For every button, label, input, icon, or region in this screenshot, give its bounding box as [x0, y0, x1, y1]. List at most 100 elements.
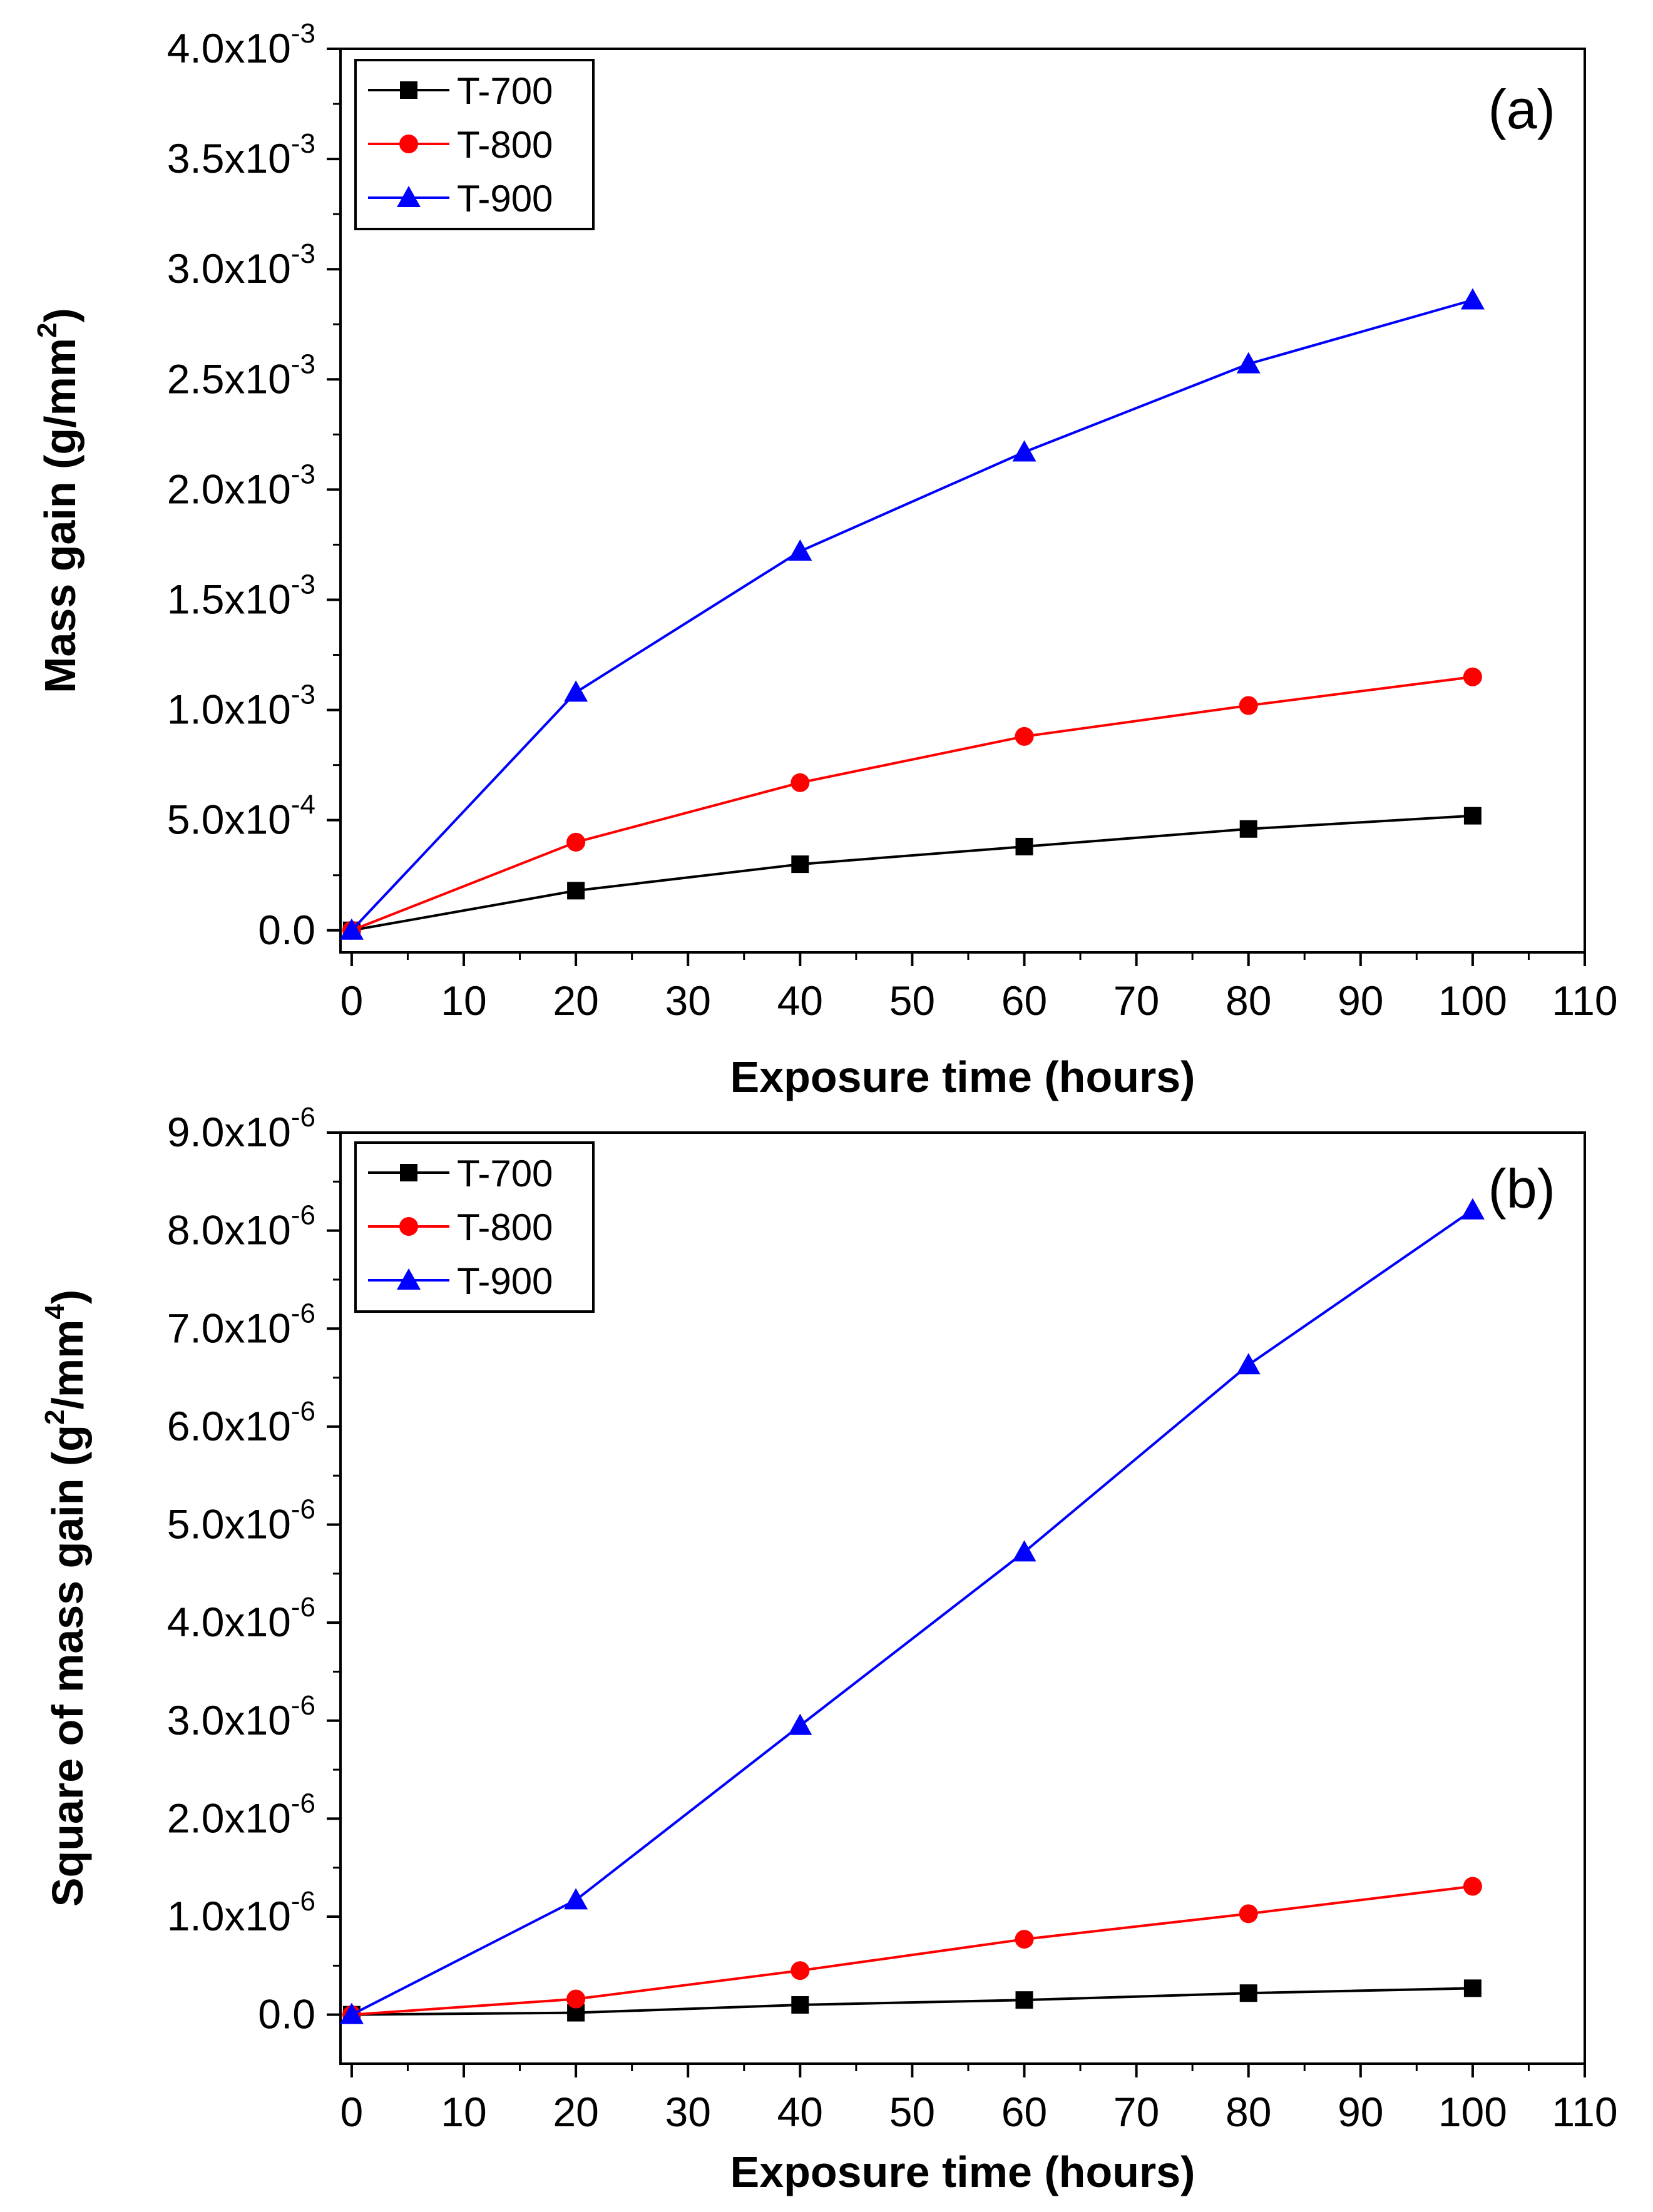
- data-point: [566, 1989, 586, 2009]
- series-line: [351, 675, 1473, 932]
- data-point: [564, 1888, 588, 1910]
- legend-marker: [399, 1217, 418, 1236]
- data-point: [1460, 288, 1485, 310]
- x-tick-label: 0: [340, 2089, 364, 2135]
- y-tick-label: 1.0x10-3: [167, 680, 315, 733]
- chart-panel-a: 0 10 20 30 40 50 60 70 80 90 100 110 0.0 5.0x10-4 1.0x…: [32, 18, 1618, 1101]
- legend-label: T-900: [457, 178, 553, 220]
- data-point: [1239, 696, 1258, 715]
- y-axis-title: Mass gain (g/mm2): [32, 308, 84, 693]
- y-tick-label: 3.0x10-6: [167, 1690, 315, 1743]
- x-tick-label: 60: [1001, 2089, 1047, 2135]
- series-T-800: [342, 667, 1482, 940]
- data-point: [788, 539, 812, 561]
- plot-frame: [339, 1131, 1586, 2065]
- x-tick-label: 80: [1226, 977, 1271, 1024]
- legend-marker: [400, 81, 417, 99]
- data-point: [564, 680, 588, 702]
- y-tick-label: 4.0x10-3: [167, 18, 315, 71]
- plot-frame: [339, 48, 1586, 954]
- data-point: [1012, 440, 1036, 462]
- x-tick-label: 40: [777, 977, 823, 1024]
- legend-marker: [400, 1164, 417, 1181]
- x-tick-label: 40: [777, 2089, 823, 2135]
- y-tick-label: 3.5x10-3: [167, 128, 315, 181]
- x-tick-label: 90: [1338, 2089, 1383, 2135]
- x-tick-label: 80: [1226, 2089, 1271, 2135]
- legend: T-700 T-800 T-900: [354, 1141, 595, 1313]
- y-tick-label: 5.0x10-6: [167, 1494, 315, 1547]
- x-tick-label: 50: [889, 2089, 935, 2135]
- y-tick-label: 6.0x10-6: [167, 1396, 315, 1449]
- y-tick-label: 2.0x10-3: [167, 459, 315, 512]
- panel-label: (a): [1488, 78, 1555, 140]
- x-tick-label: 100: [1438, 977, 1507, 1024]
- legend-label: T-700: [457, 70, 553, 112]
- y-tick-label: 3.0x10-3: [167, 238, 315, 292]
- data-point: [791, 773, 810, 792]
- legend: T-700 T-800 T-900: [354, 59, 595, 230]
- data-point: [1015, 1991, 1033, 2009]
- chart-panel-b: 0 10 20 30 40 50 60 70 80 90 100 110 0.0 1.0x10-6 2.0x…: [39, 1102, 1618, 2196]
- data-point: [791, 1996, 809, 2014]
- data-point: [1015, 1930, 1034, 1949]
- y-tick-label: 0.0: [258, 1991, 315, 2037]
- series-line: [351, 1987, 1473, 2016]
- x-tick-label: 100: [1438, 2089, 1507, 2135]
- series-T-900: [339, 288, 1485, 940]
- data-point: [791, 855, 809, 874]
- x-tick-label: 20: [553, 977, 598, 1024]
- data-point: [1236, 1353, 1261, 1375]
- data-point: [1012, 1540, 1036, 1562]
- panel-label: (b): [1488, 1158, 1555, 1220]
- series-line: [351, 298, 1473, 932]
- x-tick-label: 20: [553, 2089, 598, 2135]
- x-tick-label: 0: [340, 977, 364, 1024]
- data-point: [567, 882, 585, 900]
- x-tick-label: 70: [1113, 2089, 1159, 2135]
- series-line: [351, 1885, 1473, 2016]
- x-tick-label: 110: [1552, 977, 1617, 1024]
- data-point: [788, 1713, 812, 1735]
- x-tick-label: 50: [889, 977, 935, 1024]
- y-tick-label: 0.0: [258, 907, 315, 953]
- data-point: [791, 1961, 810, 1980]
- series-T-900: [339, 1198, 1485, 2024]
- x-axis-title: Exposure time (hours): [730, 1052, 1195, 1101]
- y-tick-label: 4.0x10-6: [167, 1592, 315, 1645]
- legend-marker: [397, 1268, 421, 1290]
- data-point: [1015, 837, 1033, 855]
- legend-label: T-800: [457, 1206, 553, 1248]
- x-tick-label: 70: [1113, 977, 1159, 1024]
- data-point: [1239, 1904, 1258, 1924]
- data-point: [1463, 1979, 1482, 1997]
- data-point: [1463, 1877, 1482, 1896]
- data-point: [1015, 726, 1034, 746]
- y-tick-label: 7.0x10-6: [167, 1298, 315, 1351]
- x-axis-title: Exposure time (hours): [730, 2148, 1195, 2196]
- data-point: [1236, 352, 1261, 374]
- series-line: [351, 1209, 1474, 2016]
- data-point: [1460, 1198, 1485, 1220]
- x-tick-label: 90: [1338, 977, 1383, 1024]
- y-axis-title: Square of mass gain (g2/mm4): [39, 1290, 92, 1907]
- data-point: [339, 918, 364, 940]
- legend-label: T-800: [457, 124, 553, 166]
- x-tick-label: 110: [1552, 2089, 1617, 2135]
- x-tick-label: 30: [665, 977, 710, 1024]
- y-tick-label: 2.0x10-6: [167, 1788, 315, 1841]
- y-tick-label: 9.0x10-6: [167, 1102, 315, 1155]
- x-tick-label: 30: [665, 2089, 710, 2135]
- y-tick-label: 5.0x10-4: [167, 790, 315, 843]
- series-T-700: [342, 807, 1482, 939]
- data-point: [1239, 820, 1257, 838]
- y-tick-label: 8.0x10-6: [167, 1200, 315, 1253]
- y-tick-label: 2.5x10-3: [167, 349, 315, 402]
- legend-marker: [397, 186, 421, 207]
- legend-label: T-700: [457, 1153, 553, 1195]
- data-point: [1463, 667, 1482, 686]
- data-point: [1463, 807, 1482, 825]
- y-tick-label: 1.5x10-3: [167, 569, 315, 622]
- legend-label: T-900: [457, 1260, 553, 1302]
